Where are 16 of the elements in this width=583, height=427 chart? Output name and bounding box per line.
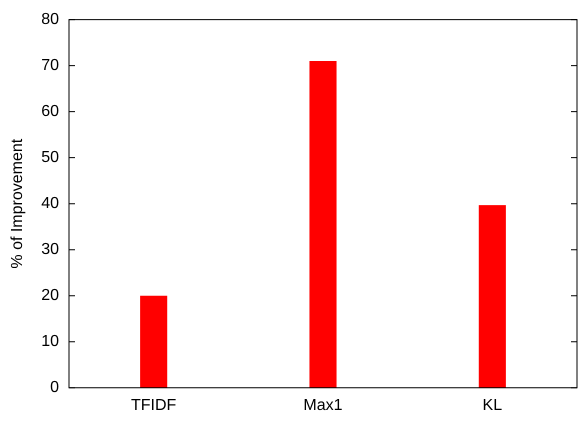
x-tick-label: KL (482, 396, 502, 414)
y-tick-label: 60 (41, 103, 60, 120)
bar (140, 296, 168, 388)
y-tick-label: 0 (50, 379, 60, 396)
y-tick-label: 40 (41, 195, 60, 212)
bar (478, 205, 506, 388)
x-tick-label: TFIDF (131, 396, 177, 414)
y-tick-label: 30 (41, 241, 60, 258)
y-tick-label: 50 (41, 149, 60, 166)
bar (309, 61, 337, 388)
y-tick-label: 80 (41, 11, 60, 28)
y-tick-label: 20 (41, 287, 60, 304)
y-tick-label: 10 (41, 333, 60, 350)
x-tick-label: Max1 (303, 396, 343, 414)
y-tick-label: 70 (41, 57, 60, 74)
y-axis-title: % of Improvement (9, 138, 26, 269)
